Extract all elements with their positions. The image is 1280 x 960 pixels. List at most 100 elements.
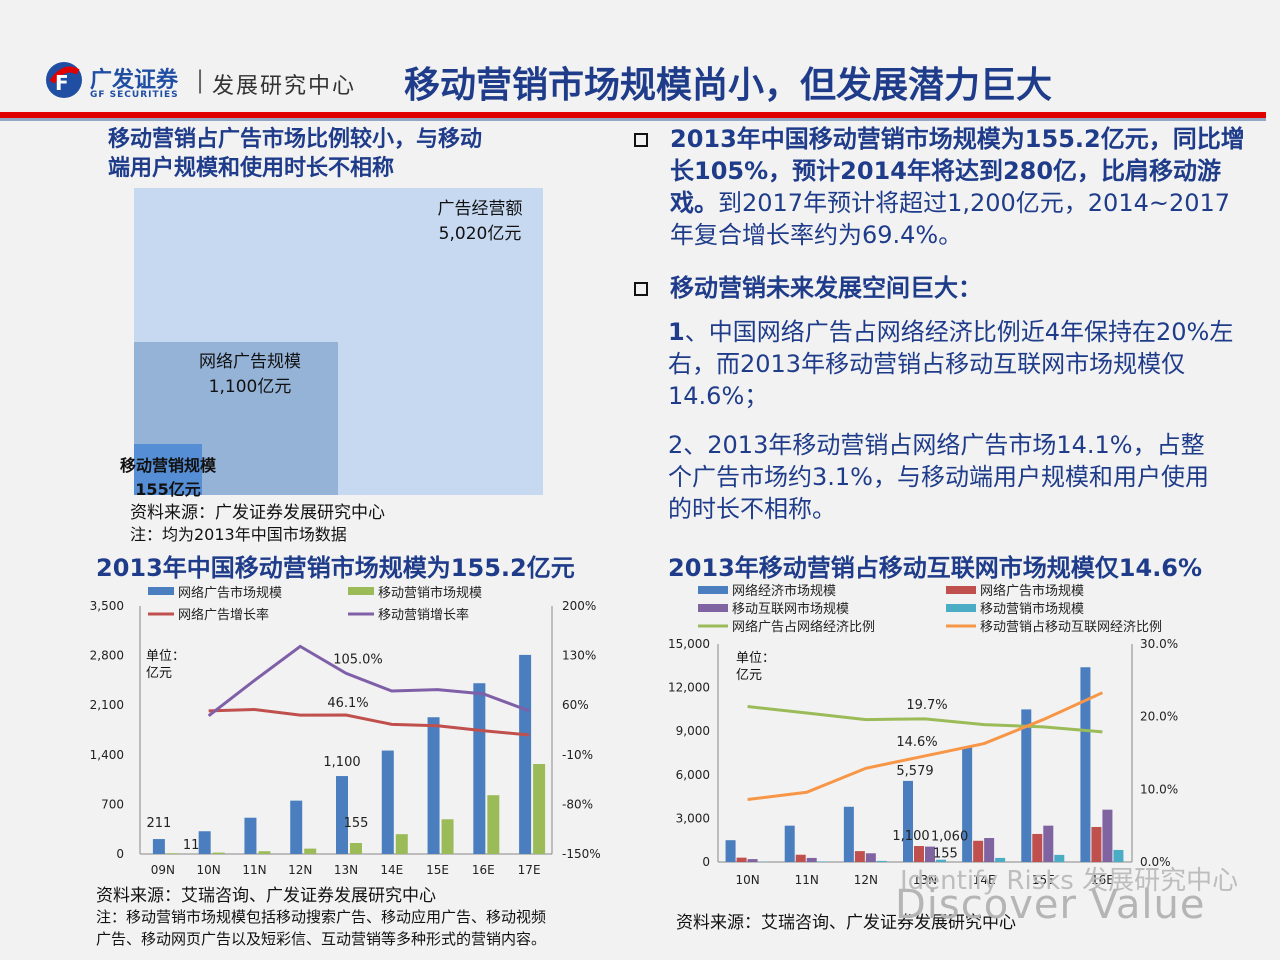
chart1-legend-label: 移动营销增长率 xyxy=(378,607,469,623)
area-chart-title: 移动营销占广告市场比例较小，与移动 端用户规模和使用时长不相称 xyxy=(108,125,482,183)
logo-separator: | xyxy=(196,66,205,94)
watermark-line1: Identify Risks 发展研究中心 xyxy=(900,866,1239,896)
chart1-ytick-right: -10% xyxy=(562,748,593,762)
chart2-svg: 0 3,000 6,000 9,000 12,000 15,000 0.0% 10.0% 20.… xyxy=(668,583,1178,887)
chart1-unit-line1: 单位： xyxy=(146,649,186,664)
chart1-source: 资料来源：艾瑞咨询、广发证券发展研究中心 xyxy=(96,886,436,906)
chart2-legend-label: 移动营销市场规模 xyxy=(980,601,1084,617)
watermark-line2: Discover Value xyxy=(895,882,1206,928)
chart2-xtick: 12N xyxy=(854,873,878,887)
chart1-ytick-right: 200% xyxy=(562,599,596,613)
bullet-square-2 xyxy=(634,282,648,296)
chart2-legend-swatch xyxy=(946,586,976,594)
chart2-legend-swatch xyxy=(698,586,728,594)
bullet-1-bold: 2013年中国移动营销市场规模为155.2亿元，同比增长105%，预计2014年… xyxy=(670,125,1245,217)
chart1-data-label: 1,100 xyxy=(323,755,360,770)
chart2-bar-mobile-internet xyxy=(747,859,758,862)
chart1-data-label: 211 xyxy=(146,816,171,831)
chart1-bar-mobile xyxy=(212,852,225,854)
chart1-ytick-left: 700 xyxy=(101,797,124,811)
chart1-ytick-right: -80% xyxy=(562,797,593,811)
chart2-line-mobile-marketing-share xyxy=(747,691,1104,801)
chart2-legend-swatch xyxy=(698,604,728,612)
svg-text:F: F xyxy=(55,71,69,95)
chart1-ytick-left: 3,500 xyxy=(90,599,124,613)
chart2-ytick-left: 12,000 xyxy=(668,681,710,695)
chart1-bar-mobile xyxy=(441,819,454,854)
chart2-title: 2013年移动营销占移动互联网市场规模仅14.6% xyxy=(668,554,1203,582)
chart1-legend-label: 网络广告市场规模 xyxy=(178,585,282,601)
chart1-bar-online-ad xyxy=(152,839,165,854)
chart1-xtick: 10N xyxy=(197,863,221,877)
chart2-line-online-ad-share xyxy=(747,705,1103,734)
chart1-bar-online-ad xyxy=(244,817,257,854)
chart2-ytick-left: 3,000 xyxy=(676,811,710,825)
chart1-ytick-left: 1,400 xyxy=(90,748,124,762)
online-ad-label-text: 网络广告规模 xyxy=(199,352,301,372)
chart1-note: 注：移动营销市场规模包括移动搜索广告、移动应用广告、移动视频 广告、移动网页广告… xyxy=(96,906,546,950)
logo-en-text: GF SECURITIES xyxy=(90,90,179,100)
chart1-ytick-left: 0 xyxy=(116,847,124,861)
chart2-bar-net-economy xyxy=(843,806,854,862)
header-blue-rule xyxy=(0,118,1266,121)
chart1-xtick: 11N xyxy=(242,863,266,877)
chart2-xtick: 11N xyxy=(795,873,819,887)
chart2-legend-label: 移动营销占移动互联网经济比例 xyxy=(980,620,1162,635)
chart1-legend-label: 网络广告增长率 xyxy=(178,607,269,623)
chart2-bar-mobile-marketing xyxy=(1054,854,1065,862)
chart1-bar-online-ad xyxy=(519,654,532,854)
chart2-bar-mobile-internet xyxy=(925,846,935,862)
chart1-line-mobile-growth xyxy=(207,644,530,718)
chart2-bar-net-economy xyxy=(962,747,973,862)
chart2-data-label: 5,579 xyxy=(896,764,933,779)
chart2-data-label: 14.6% xyxy=(896,735,937,750)
mobile-marketing-value: 155亿元 xyxy=(135,480,201,499)
chart1-bar-online-ad xyxy=(336,776,348,854)
chart2-unit: 单位： 亿元 xyxy=(736,650,775,684)
bullet-square-1 xyxy=(634,133,648,147)
header: F 广发证券 GF SECURITIES | 发展研究中心 移动营销市场规模尚小… xyxy=(0,0,1280,124)
chart1-bar-online-ad xyxy=(427,717,440,854)
chart2-legend-swatch xyxy=(946,604,976,612)
chart2-xtick: 10N xyxy=(735,873,759,887)
chart1-legend-swatch xyxy=(348,587,374,595)
chart2-ytick-left: 15,000 xyxy=(668,637,710,651)
chart1-bar-mobile xyxy=(166,853,179,854)
chart2-bar-net-economy xyxy=(903,780,913,862)
chart1-note-line1: 注：移动营销市场规模包括移动搜索广告、移动应用广告、移动视频 xyxy=(96,908,547,926)
chart2-bar-mobile-marketing xyxy=(936,859,946,862)
chart1-ytick-left: 2,100 xyxy=(90,698,124,712)
chart2-legend-label: 网络经济市场规模 xyxy=(732,583,836,599)
area-chart-note: 注：均为2013年中国市场数据 xyxy=(130,525,347,544)
chart2-bar-mobile-internet xyxy=(1102,809,1113,862)
chart2-unit-line2: 亿元 xyxy=(736,668,763,683)
chart2-bar-online-ad xyxy=(736,857,747,862)
chart2-bar-net-economy xyxy=(784,825,795,862)
point-1-text: 、中国网络广告占网络经济比例近4年保持在20%左右，而2013年移动营销占移动互… xyxy=(668,318,1234,410)
chart2-legend-label: 移动互联网市场规模 xyxy=(732,601,849,617)
bullet-2: 移动营销未来发展空间巨大： xyxy=(670,272,1240,304)
chart1-line-online-growth xyxy=(208,707,530,737)
chart2-ytick-right: 30.0% xyxy=(1140,637,1178,651)
chart2-xtick: 13N xyxy=(913,873,937,887)
chart2-bar-online-ad xyxy=(1091,826,1102,862)
chart1-bar-online-ad xyxy=(290,800,303,854)
chart1-ytick-right: 130% xyxy=(562,649,596,663)
ad-market-label: 广告经营额 5,020亿元 xyxy=(420,194,540,244)
chart1-data-label: 105.0% xyxy=(333,652,383,667)
bullet-1-rest: 到2017年预计将超过1,200亿元，2014~2017年复合增长率约为69.4… xyxy=(670,189,1231,249)
ad-market-value: 5,020亿元 xyxy=(438,224,522,244)
chart2-legend-label: 网络广告市场规模 xyxy=(980,583,1084,599)
point-1-number: 1 xyxy=(668,318,685,346)
area-chart-title-line2: 端用户规模和使用时长不相称 xyxy=(108,156,395,181)
chart2-data-label: 155 xyxy=(933,847,958,862)
chart1-ytick-left: 2,800 xyxy=(90,649,124,663)
chart1-bar-online-ad xyxy=(198,831,211,854)
chart2-source: 资料来源：艾瑞咨询、广发证券发展研究中心 xyxy=(676,913,1016,933)
chart2-bar-online-ad xyxy=(914,846,924,862)
chart2-data-label: 1,060 xyxy=(931,830,968,845)
chart2-ytick-right: 20.0% xyxy=(1140,710,1178,724)
chart1-xtick: 17E xyxy=(518,863,541,877)
chart2-bar-online-ad xyxy=(854,851,865,862)
chart2-bar-mobile-internet xyxy=(984,838,995,862)
